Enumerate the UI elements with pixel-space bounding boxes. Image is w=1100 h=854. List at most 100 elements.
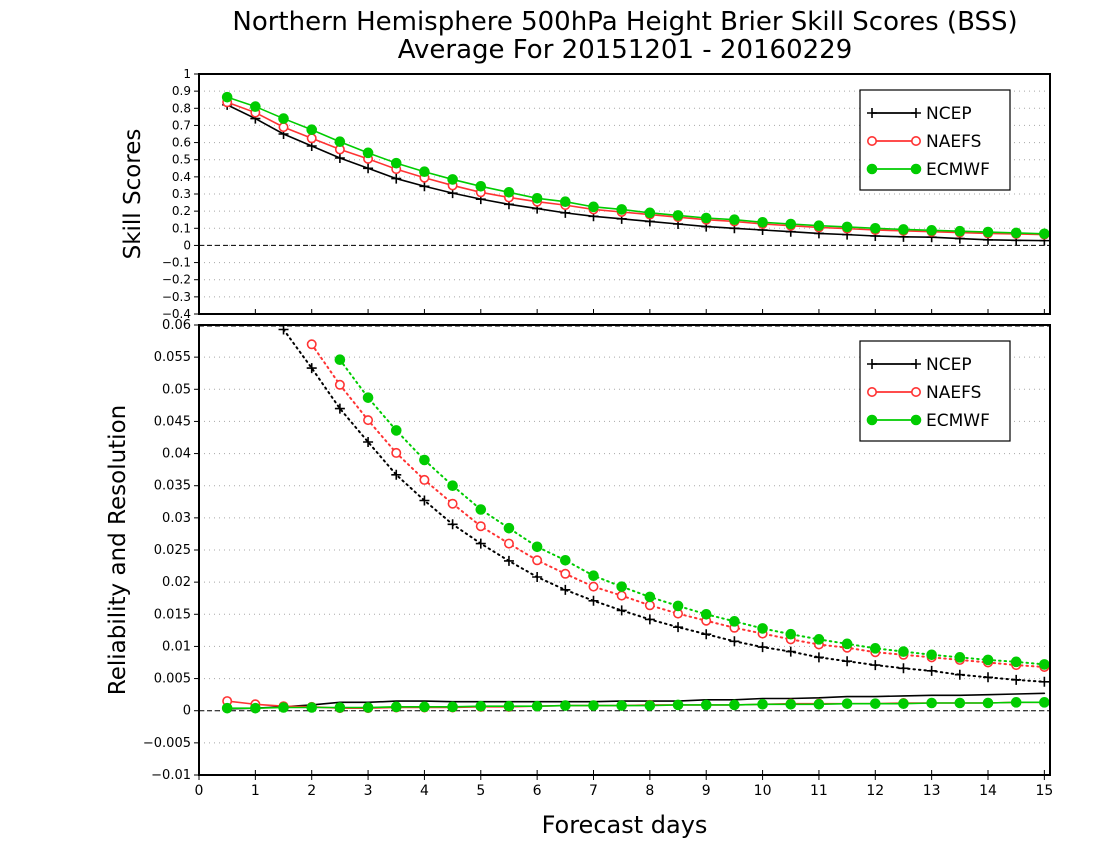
data-point-ecmwf (926, 649, 937, 661)
data-point-ecmwf (334, 702, 346, 713)
y-tick-label: 0.7 (172, 118, 191, 132)
data-point-naefs (334, 379, 345, 390)
series-line-ncep (282, 328, 1046, 683)
data-point-ecmwf (419, 454, 430, 466)
data-point-ecmwf (531, 700, 543, 712)
data-point-ecmwf (785, 628, 797, 640)
data-point-ecmwf (841, 221, 853, 233)
legend: NCEP NAEFS ECMWF (859, 340, 1011, 442)
data-point-ecmwf (954, 697, 966, 709)
data-point-ecmwf (1039, 659, 1050, 670)
legend-marker-ecmwf (910, 414, 922, 426)
data-point-ecmwf (700, 699, 712, 711)
data-point-ecmwf (729, 616, 740, 627)
data-point-ecmwf (560, 554, 571, 566)
data-point-naefs (560, 568, 571, 579)
y-tick-label: −0.2 (162, 273, 191, 287)
data-point-ecmwf (306, 702, 318, 713)
data-point-ncep (926, 665, 937, 676)
legend-label-ecmwf: ECMWF (926, 160, 990, 180)
data-point-ecmwf (954, 225, 966, 237)
data-point-ecmwf (672, 699, 684, 711)
data-point-ecmwf (531, 192, 543, 204)
y-tick-label: −0.005 (143, 736, 191, 751)
y-tick-label: 0.4 (172, 170, 191, 184)
x-tick-label: 6 (533, 783, 542, 799)
y-tick-label: 0.1 (172, 221, 191, 235)
y-tick-label: 0.3 (172, 187, 191, 201)
data-point-ncep (334, 403, 345, 414)
y-tick-label: 0.045 (154, 414, 191, 429)
data-point-ecmwf (729, 214, 740, 226)
data-point-ecmwf (447, 701, 458, 713)
data-point-ecmwf (475, 700, 487, 712)
y-tick-label: 0.01 (162, 639, 191, 654)
y-tick-label: 0.6 (172, 136, 191, 150)
legend-marker-ncep (867, 108, 877, 118)
data-point-ecmwf (869, 698, 881, 709)
data-point-ecmwf (729, 699, 740, 711)
data-point-ecmwf (221, 91, 233, 103)
data-point-ecmwf (616, 581, 627, 592)
legend-marker-ecmwf (910, 163, 922, 175)
data-point-ecmwf (390, 701, 402, 713)
legend-marker-ecmwf (866, 414, 878, 426)
x-tick-label: 4 (420, 783, 429, 799)
data-point-ecmwf (616, 700, 627, 711)
data-point-ecmwf (560, 196, 571, 208)
data-point-ecmwf (813, 698, 825, 710)
y-tick-label: 0.015 (154, 607, 191, 622)
legend-label-ncep: NCEP (926, 355, 972, 375)
data-point-ncep (673, 622, 684, 633)
data-point-ecmwf (390, 157, 402, 169)
data-point-naefs (419, 474, 430, 485)
data-point-ecmwf (475, 180, 487, 192)
data-point-ecmwf (616, 204, 627, 215)
data-point-ecmwf (334, 354, 346, 366)
data-point-naefs (644, 600, 655, 611)
y-tick-label: 0.8 (172, 101, 191, 115)
y-tick-label: 0.05 (162, 382, 191, 397)
x-tick-label: 3 (364, 783, 373, 799)
data-point-ecmwf (813, 220, 825, 232)
data-point-naefs (616, 590, 627, 601)
data-point-ecmwf (841, 638, 853, 650)
data-point-naefs (588, 581, 599, 592)
data-point-ecmwf (447, 174, 458, 185)
data-point-ecmwf (757, 623, 768, 634)
y-axis-label: Skill Scores (120, 129, 146, 260)
legend-marker-naefs (910, 386, 921, 397)
data-point-ncep (588, 595, 599, 606)
y-tick-label: −0.1 (162, 256, 191, 270)
data-point-ecmwf (982, 226, 994, 238)
data-point-ecmwf (644, 591, 656, 603)
x-tick-label: 10 (754, 783, 772, 799)
data-point-ncep (278, 325, 289, 335)
data-point-ecmwf (982, 654, 994, 666)
legend-label-naefs: NAEFS (926, 383, 981, 403)
data-point-ncep (616, 605, 627, 616)
data-point-ecmwf (1010, 697, 1022, 708)
y-tick-label: −0.4 (162, 307, 191, 321)
data-point-ecmwf (841, 698, 853, 709)
chart-title-line1: Northern Hemisphere 500hPa Height Brier … (232, 7, 1017, 37)
data-point-ncep (419, 495, 430, 506)
legend-marker-naefs (866, 386, 877, 397)
data-point-ecmwf (419, 166, 430, 178)
data-point-ecmwf (334, 136, 346, 148)
data-point-ncep (983, 672, 994, 683)
y-tick-label: −0.3 (162, 290, 191, 304)
data-point-ecmwf (419, 701, 430, 713)
data-point-ncep (644, 614, 655, 625)
data-point-ecmwf (390, 425, 402, 436)
data-point-ncep (447, 519, 458, 530)
legend-marker-ncep (911, 108, 921, 118)
y-tick-label: 0.025 (154, 543, 191, 558)
data-point-ncep (363, 163, 374, 174)
x-tick-label: 5 (476, 783, 485, 799)
data-point-ncep (898, 663, 909, 674)
legend-marker-ncep (867, 359, 877, 369)
skill-score-panel: −0.4 −0.3 −0.2 −0.1 0 0.1 0.2 0.3 0.4 0.5 0.6 0.7 0.… (120, 67, 1051, 321)
chart-title-line2: Average For 20151201 - 20160229 (398, 35, 853, 65)
